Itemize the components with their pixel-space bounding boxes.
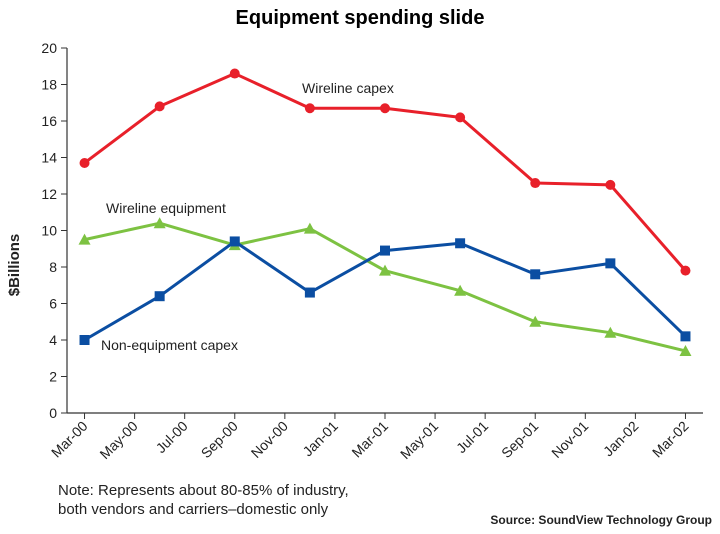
- y-axis-label: $Billions: [6, 234, 23, 297]
- y-tick-label: 2: [49, 369, 57, 385]
- data-point: [79, 157, 90, 168]
- data-point: [679, 344, 692, 356]
- note-line-1: Note: Represents about 80-85% of industr…: [58, 482, 349, 499]
- x-axis-ticks: Mar-00 May-00 Jul-00 Sep-00 Nov-00 Jan-01 Mar-…: [48, 413, 692, 462]
- series-markers: [78, 68, 692, 356]
- series-line-2: [83, 239, 687, 342]
- x-tick-label: Mar-01: [348, 418, 391, 461]
- series-label-0: Wireline capex: [302, 80, 394, 96]
- x-tick-label: Sep-01: [498, 418, 541, 461]
- x-tick-label: May-00: [96, 418, 140, 462]
- series-label-2: Non-equipment capex: [101, 337, 238, 353]
- data-point: [229, 68, 240, 79]
- x-tick-label: Jul-01: [453, 418, 491, 456]
- data-point: [229, 236, 240, 247]
- y-tick-label: 20: [41, 40, 57, 56]
- data-point: [154, 101, 165, 112]
- series-line-0: [83, 72, 687, 272]
- x-tick-label: Mar-00: [48, 418, 91, 461]
- series-labels: Wireline capex Wireline equipment Non-equi…: [101, 80, 394, 353]
- y-tick-label: 16: [41, 113, 57, 129]
- data-point: [79, 335, 90, 345]
- source-credit: Source: SoundView Technology Group: [490, 513, 712, 527]
- y-tick-label: 10: [41, 223, 57, 239]
- x-tick-label: Nov-00: [248, 418, 291, 461]
- data-point: [78, 233, 91, 245]
- x-tick-label: May-01: [397, 418, 441, 462]
- data-point: [680, 331, 691, 342]
- data-point: [380, 245, 390, 256]
- data-point: [153, 217, 166, 229]
- data-point: [380, 103, 390, 114]
- data-point: [605, 179, 616, 190]
- data-point: [304, 287, 315, 298]
- y-tick-label: 8: [49, 259, 57, 275]
- data-point: [455, 112, 466, 123]
- x-tick-label: Jan-01: [299, 418, 341, 460]
- data-point: [680, 265, 691, 276]
- data-point: [303, 222, 316, 234]
- y-tick-label: 4: [49, 332, 57, 348]
- chart-note: Note: Represents about 80-85% of industr…: [58, 481, 478, 519]
- data-point: [529, 315, 542, 327]
- x-tick-label: Sep-00: [198, 418, 241, 461]
- data-point: [530, 269, 541, 280]
- y-tick-label: 0: [49, 405, 57, 421]
- x-tick-label: Jul-00: [153, 418, 191, 456]
- data-point: [304, 103, 315, 114]
- chart-title: Equipment spending slide: [236, 7, 485, 29]
- data-point: [455, 238, 466, 249]
- y-tick-label: 18: [41, 77, 57, 93]
- data-point: [154, 291, 165, 302]
- note-line-2: both vendors and carriers–domestic only: [58, 501, 329, 518]
- x-tick-label: Mar-02: [649, 418, 692, 461]
- y-tick-label: 12: [41, 186, 57, 202]
- data-point: [605, 258, 616, 269]
- y-tick-label: 6: [49, 296, 57, 312]
- y-axis-ticks: 0 2 4 6 8 10 12 14 16 18 20: [41, 40, 67, 421]
- data-point: [454, 284, 467, 296]
- x-tick-label: Nov-01: [548, 418, 591, 461]
- series-label-1: Wireline equipment: [106, 200, 226, 216]
- data-point: [604, 326, 617, 338]
- x-tick-label: Jan-02: [600, 418, 642, 460]
- data-point: [530, 178, 541, 189]
- data-point: [379, 264, 391, 276]
- y-tick-label: 14: [41, 150, 57, 166]
